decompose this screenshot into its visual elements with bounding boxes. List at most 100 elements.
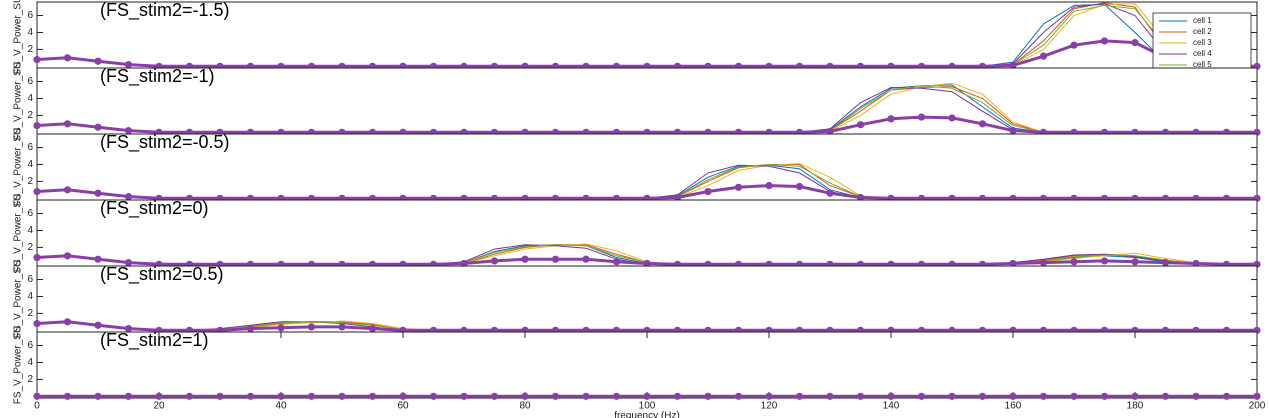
data-point [63,186,72,194]
y-axis-label: FS_V_Power_SU [13,128,24,206]
legend-label: cell 4 [1193,49,1212,58]
data-point [1192,259,1200,268]
data-point [124,392,133,400]
data-point [1009,127,1017,135]
data-point [94,57,102,65]
data-point [246,392,255,400]
data-point [33,55,41,64]
data-point [338,392,346,400]
subplot: 2 4 6FS_V_Power_SU (FS_stim2=-1) [13,62,1261,140]
data-point [673,193,682,202]
x-tick-label: 60 [397,401,409,412]
data-point [1100,37,1109,45]
data-point [1100,392,1109,400]
y-tick-label: 6 [27,76,33,87]
data-point [63,392,72,400]
data-point [521,255,529,263]
data-point [124,61,133,69]
data-point [704,187,712,196]
axes-frame [36,331,1258,399]
data-point [551,392,560,400]
data-point [1222,392,1231,400]
data-point [33,187,41,196]
x-tick-label: 140 [883,401,900,412]
y-tick-label: 6 [27,340,33,351]
data-point [887,392,895,400]
data-point [63,318,72,326]
y-tick-label: 6 [27,208,33,219]
data-point [1039,259,1048,267]
legend-label: cell 1 [1193,16,1212,25]
subplot-title: (FS_stim2=0.5) [100,264,224,285]
axes-frame [36,133,1258,201]
data-point [124,127,133,135]
x-tick-label: 0 [34,401,40,412]
data-point [795,392,804,400]
data-point [33,253,41,262]
data-point [1070,41,1078,49]
data-point [826,189,834,197]
y-tick-label: 2 [27,374,33,385]
data-point [368,392,377,400]
x-tick-label: 120 [761,401,778,412]
y-axis-label: FS_V_Power_SU [13,0,24,74]
data-point [63,54,72,62]
data-point [94,321,102,329]
y-tick-label: 2 [27,44,33,55]
data-point [917,113,926,121]
data-point [856,392,865,400]
x-tick-label: 200 [1249,401,1266,412]
data-point [277,392,285,400]
axes-frame [36,1,1258,69]
data-point [460,392,468,400]
y-tick-label: 2 [27,110,33,121]
data-point [124,259,133,267]
data-point [399,392,407,400]
y-tick-label: 2 [27,308,33,319]
data-point [368,325,377,333]
subplot: 2 4 6FS_V_Power_SU (FS_stim2=-0.5) [13,128,1261,206]
data-point [307,392,316,400]
data-point [673,392,682,400]
legend-label: cell 5 [1193,60,1212,69]
data-point [948,392,956,400]
subplot-title: (FS_stim2=0) [100,198,209,219]
data-point [307,323,316,331]
legend-label: cell 2 [1193,27,1212,36]
data-point [124,193,133,201]
subplot: 2 4 6FS_V_Power_SU (FS_stim2=0) [13,194,1261,272]
axes-frame [36,67,1258,135]
data-point [429,392,438,400]
y-tick-label: 4 [27,291,33,302]
data-point [826,392,834,400]
data-point [94,123,102,131]
data-point [978,120,987,128]
data-point [277,324,285,332]
data-point [887,115,895,123]
data-point [1131,258,1139,266]
data-point [551,255,560,263]
axes-frame [36,265,1258,333]
data-point [612,392,621,400]
y-tick-label: 4 [27,357,33,368]
data-point [1100,257,1109,265]
data-point [1131,392,1139,400]
data-point [521,392,529,400]
subplot-title: (FS_stim2=-1) [100,66,215,87]
data-point [1192,392,1200,400]
data-point [948,114,956,122]
data-point [978,392,987,400]
subplot-title: (FS_stim2=1) [100,330,209,351]
y-tick-label: 4 [27,93,33,104]
data-point [1009,61,1017,70]
data-point [94,189,102,197]
y-tick-label: 6 [27,274,33,285]
data-point [826,127,834,136]
x-tick-label: 100 [639,401,656,412]
y-tick-label: 2 [27,242,33,253]
data-point [460,259,468,268]
data-point [33,121,41,130]
data-point [795,182,804,191]
subplot: 2 4 6FS_V_Power_SU (FS_stim2=0.5) [13,260,1261,338]
